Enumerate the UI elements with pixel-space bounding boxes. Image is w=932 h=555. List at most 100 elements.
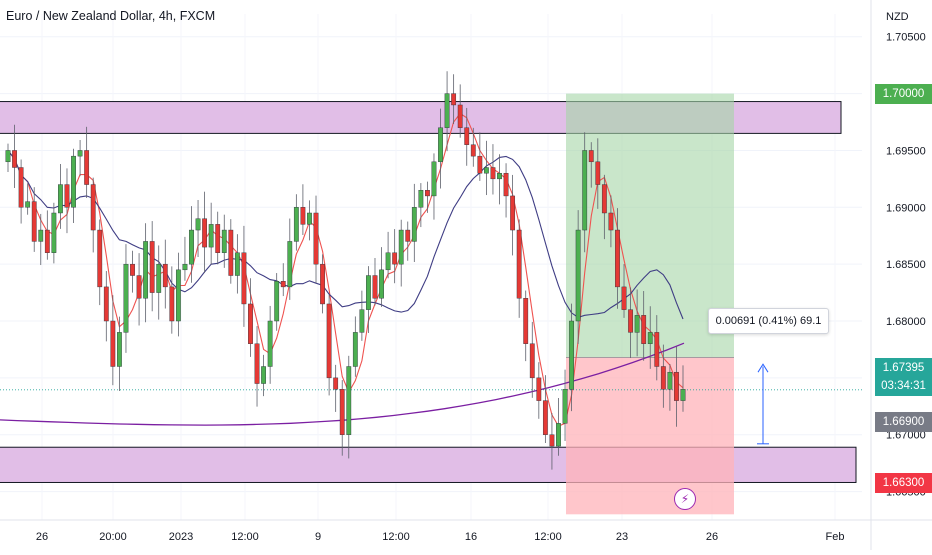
time-label: 12:00 [231, 531, 259, 543]
candle-body [234, 252, 240, 276]
candle-body [398, 229, 404, 265]
candle-body [516, 229, 522, 299]
candle-body [169, 286, 175, 322]
candle-body [647, 332, 653, 344]
candle-body [438, 127, 443, 163]
fast-ma-line [7, 112, 684, 427]
candle-body [425, 190, 430, 197]
candle-body [523, 298, 529, 344]
candle-body [595, 161, 601, 185]
candle-body [660, 366, 666, 390]
candle-body [352, 332, 358, 367]
candle-body [208, 224, 214, 248]
candle-body [143, 241, 149, 299]
candle-body [175, 269, 181, 322]
candle-body [470, 144, 476, 157]
candle-body [601, 184, 607, 214]
time-label: 23 [616, 531, 628, 543]
time-axis: 26 20:00 2023 12:00 9 12:00 16 12:00 23 26 Feb [0, 519, 932, 543]
candle-body [451, 93, 457, 106]
candle-body [84, 150, 90, 185]
candle-body [346, 366, 352, 435]
candle-body [293, 207, 299, 242]
candle-body [110, 320, 116, 367]
candle-body [385, 252, 391, 271]
symbol-title: Euro / New Zealand Dollar, 4h, FXCM [6, 9, 216, 23]
candle-body [202, 218, 208, 248]
candle-body [103, 286, 109, 322]
candle-body [503, 172, 509, 197]
candle-body [582, 150, 588, 231]
candle-body [366, 275, 371, 310]
candle-body [326, 303, 332, 379]
candle-body [248, 303, 253, 344]
candle-body [497, 172, 502, 180]
candle-body [628, 309, 633, 333]
lightning-icon[interactable]: ⚡ [674, 488, 696, 510]
candle-body [339, 389, 345, 435]
measure-readout: 0.00691 (0.41%) 69.1 [708, 308, 829, 334]
candle-body [634, 315, 640, 333]
candle-body [556, 423, 561, 447]
candle-body [457, 104, 463, 128]
candle-body [444, 93, 450, 128]
price-tick: 1.67000 [886, 430, 926, 442]
candle-body [542, 400, 548, 435]
price-tick: 1.69500 [886, 145, 926, 157]
candle-body [320, 263, 325, 305]
candle-body [575, 229, 581, 322]
time-label: 26 [36, 531, 48, 543]
candle-body [18, 167, 24, 208]
candle-body [25, 201, 31, 208]
candle-body [182, 263, 188, 271]
candle-body [254, 343, 260, 384]
currency-label: NZD [886, 11, 909, 23]
time-label: 9 [315, 531, 321, 543]
candle-body [97, 229, 103, 288]
slow-ma-line [7, 150, 684, 320]
candle-body [674, 371, 679, 401]
candle-body [117, 332, 122, 367]
candle-body [71, 155, 76, 208]
candle-body [130, 263, 135, 276]
price-tick: 1.68000 [886, 316, 926, 328]
candle-body [77, 150, 83, 157]
candle-body [392, 252, 398, 265]
candle-body [90, 184, 96, 231]
candle-body [490, 167, 496, 180]
candle-body [5, 150, 11, 163]
zones [0, 93, 862, 515]
time-label: 26 [706, 531, 718, 543]
candle-body [529, 343, 535, 379]
candle-body [189, 229, 194, 265]
candle-body [588, 150, 594, 163]
upper-price-tag: 1.70000 [875, 84, 932, 104]
candle-body [261, 366, 266, 384]
candle-body [280, 281, 286, 288]
price-tick: 1.69000 [886, 202, 926, 214]
candle-body [359, 309, 365, 333]
candle-body [680, 389, 686, 401]
candle-body [51, 212, 57, 253]
candle-body [136, 275, 142, 299]
candle-body [287, 241, 293, 288]
candle-body [333, 377, 339, 390]
candle-body [221, 229, 227, 253]
candle-body [615, 229, 620, 288]
candle-body [608, 212, 614, 231]
candle-body [569, 320, 574, 390]
candle-body [123, 263, 129, 333]
time-label: 16 [465, 531, 477, 543]
candle-body [405, 229, 411, 242]
candle-body [562, 389, 568, 424]
time-label: 20:00 [99, 531, 127, 543]
candle-body [431, 161, 437, 197]
price-tick: 1.70500 [886, 32, 926, 44]
candle-body [641, 315, 647, 344]
candle-body [195, 218, 201, 231]
candles [5, 71, 686, 470]
candle-body [510, 195, 516, 231]
candle-body [418, 190, 424, 208]
